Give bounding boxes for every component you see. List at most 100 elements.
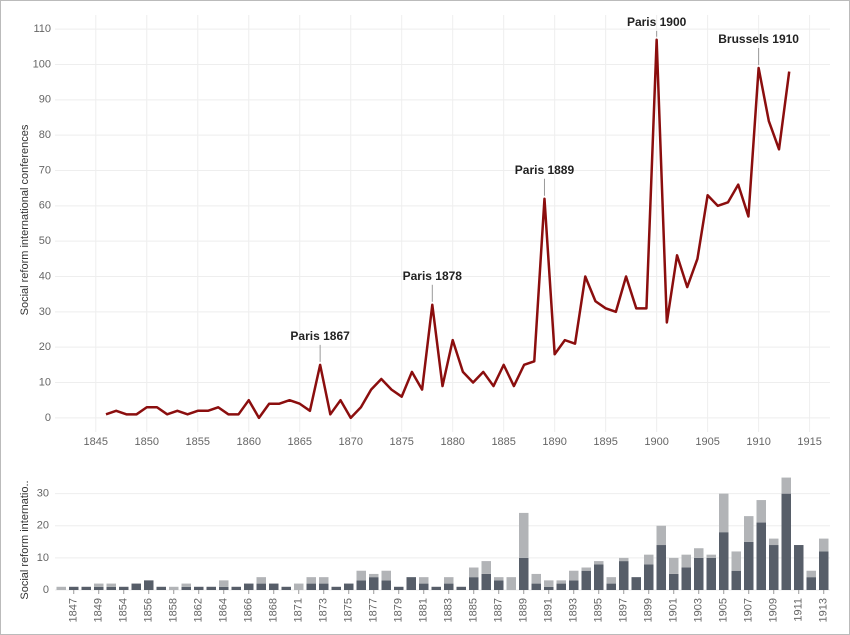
x-tick-label: 1850 [135,436,159,448]
bar [294,583,304,590]
bar [819,551,829,590]
bar [656,525,666,546]
x-tick-label: 1864 [218,598,230,622]
annotation: Paris 1878 [403,269,463,283]
bar [181,586,191,590]
bar [81,586,91,590]
x-tick-label: 1911 [793,598,805,622]
bar [69,586,79,590]
bar [619,561,629,590]
bar [694,548,704,558]
y-tick-label: 30 [39,306,51,318]
bar [444,583,454,590]
bar [319,583,329,590]
bar [681,554,691,568]
bar [219,580,229,587]
y-tick-label: 100 [33,58,51,70]
x-tick-label: 1887 [493,598,505,622]
x-tick-label: 1866 [243,598,255,622]
bar [631,577,641,590]
bar [656,545,666,590]
bar [456,586,466,590]
bar [256,583,266,590]
bar [556,583,566,590]
bar [619,557,629,562]
bar [444,577,454,584]
bar [544,586,554,590]
x-tick-label: 1875 [389,436,413,448]
bar [594,561,604,565]
bar [331,586,341,590]
bar [206,586,216,590]
bar [794,545,804,590]
x-tick-label: 1895 [593,598,605,622]
bar [306,583,316,590]
bar [344,583,354,590]
x-tick-label: 1903 [693,598,705,622]
x-tick-label: 1899 [643,598,655,622]
bar [156,586,166,590]
y-axis-label: Social reform internatio.. [19,480,31,599]
bar [781,477,791,494]
bar [569,570,579,581]
y-tick-label: 0 [45,412,51,424]
bar [806,577,816,590]
bar [731,551,741,571]
bar [219,586,229,590]
bar [569,580,579,590]
bar [706,557,716,590]
bar [106,586,116,590]
bar [544,580,554,587]
y-tick-label: 50 [39,235,51,247]
bar [681,567,691,590]
bar [94,583,104,587]
y-tick-label: 90 [39,94,51,106]
y-tick-label: 10 [39,376,51,388]
bar [369,577,379,590]
bar [381,580,391,590]
x-tick-label: 1871 [293,598,305,622]
y-tick-label: 0 [43,584,49,596]
bar [644,554,654,565]
bar [269,583,279,590]
x-tick-label: 1847 [68,598,80,622]
x-tick-label: 1865 [287,436,311,448]
bar [194,586,204,590]
bar [369,573,379,578]
x-tick-label: 1860 [237,436,261,448]
x-tick-label: 1849 [93,598,105,622]
bar [519,512,529,558]
bar [94,586,104,590]
x-tick-label: 1881 [418,598,430,622]
bar [231,586,241,590]
bar [706,554,716,558]
bar [494,577,504,581]
x-tick-label: 1856 [143,598,155,622]
annotation: Brussels 1910 [718,32,799,46]
bar [819,538,829,552]
y-tick-label: 20 [39,341,51,353]
bar [781,493,791,590]
x-tick-label: 1889 [518,598,530,622]
bar [506,577,516,590]
x-tick-label: 1885 [491,436,515,448]
bar [431,586,441,590]
bar [594,564,604,590]
y-tick-label: 80 [39,129,51,141]
x-tick-label: 1901 [668,598,680,622]
bar [356,570,366,581]
bar [719,493,729,533]
x-tick-label: 1895 [593,436,617,448]
bar [756,522,766,590]
x-tick-label: 1880 [440,436,464,448]
bar [469,567,479,578]
x-tick-label: 1905 [695,436,719,448]
bar [744,541,754,590]
x-tick-label: 1907 [743,598,755,622]
y-tick-label: 20 [37,520,49,532]
bar [481,573,491,590]
bar [144,580,154,590]
x-tick-label: 1890 [542,436,566,448]
bar [606,583,616,590]
bar [744,516,754,542]
